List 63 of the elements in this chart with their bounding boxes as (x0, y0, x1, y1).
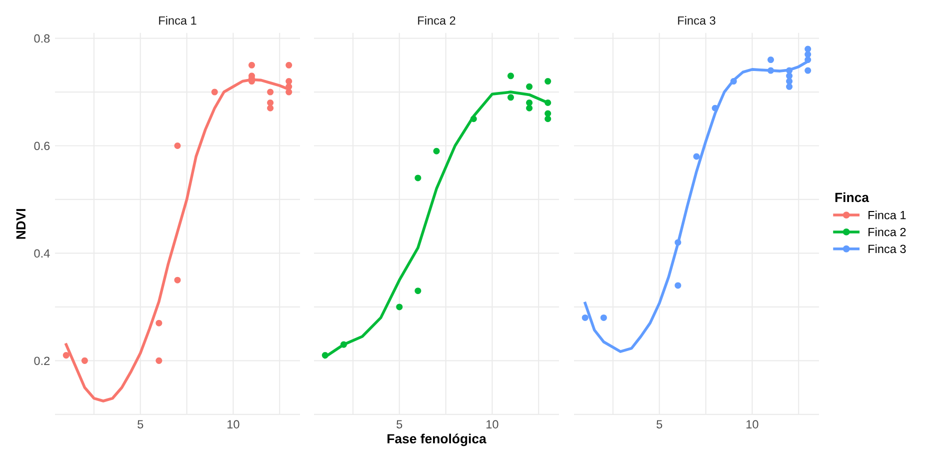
point (786, 83, 793, 90)
point (286, 62, 292, 68)
point (248, 62, 255, 68)
point (62, 352, 70, 359)
legend-label: Finca 2 (868, 228, 906, 236)
x-tick-label: 5 (656, 420, 662, 428)
chart-title: Finca 2 (418, 16, 456, 25)
point (674, 239, 682, 246)
y-axis-title: NDVI (16, 209, 26, 239)
point (267, 88, 274, 96)
point (712, 104, 718, 112)
point (767, 56, 774, 64)
point (786, 72, 793, 80)
point (470, 116, 477, 122)
point (433, 148, 440, 154)
point (582, 314, 588, 321)
point (156, 320, 162, 326)
point (674, 282, 682, 289)
point (693, 153, 700, 160)
legend-label: Finca 3 (868, 244, 906, 254)
y-tick-label: 0.8 (34, 34, 50, 43)
point (267, 104, 274, 112)
point (544, 116, 552, 122)
point (507, 94, 514, 101)
point (786, 78, 793, 85)
point (414, 288, 422, 294)
x-axis-title: Fase fenológica (388, 434, 486, 446)
point (81, 357, 88, 364)
legend-label: Finca 1 (868, 210, 906, 220)
point (211, 88, 218, 96)
point (174, 276, 181, 284)
chart-title: Finca 3 (678, 16, 716, 25)
point (286, 88, 292, 96)
point (286, 83, 292, 90)
point (507, 72, 514, 80)
legend-title: Finca (835, 192, 870, 202)
x-tick-label: 5 (138, 420, 144, 428)
point (174, 142, 181, 150)
point (526, 104, 533, 112)
x-tick-label: 10 (486, 420, 498, 428)
point (730, 78, 737, 85)
y-tick-label: 0.6 (34, 142, 50, 150)
point (340, 341, 347, 348)
point (286, 78, 292, 85)
chart-title: Finca 1 (159, 16, 196, 25)
point (526, 83, 533, 90)
point (322, 352, 328, 359)
point (804, 56, 812, 64)
point (267, 100, 274, 106)
y-tick-label: 0.4 (34, 249, 50, 258)
x-tick-label: 5 (396, 420, 402, 428)
x-tick-label: 10 (746, 420, 758, 428)
point (804, 67, 812, 74)
point (414, 174, 422, 182)
y-tick-label: 0.2 (34, 356, 50, 366)
point (526, 100, 533, 106)
point (600, 314, 607, 321)
point (544, 78, 552, 85)
point (767, 67, 774, 74)
point (544, 100, 552, 106)
point (396, 304, 403, 310)
x-tick-label: 10 (228, 420, 240, 428)
point (156, 357, 162, 364)
